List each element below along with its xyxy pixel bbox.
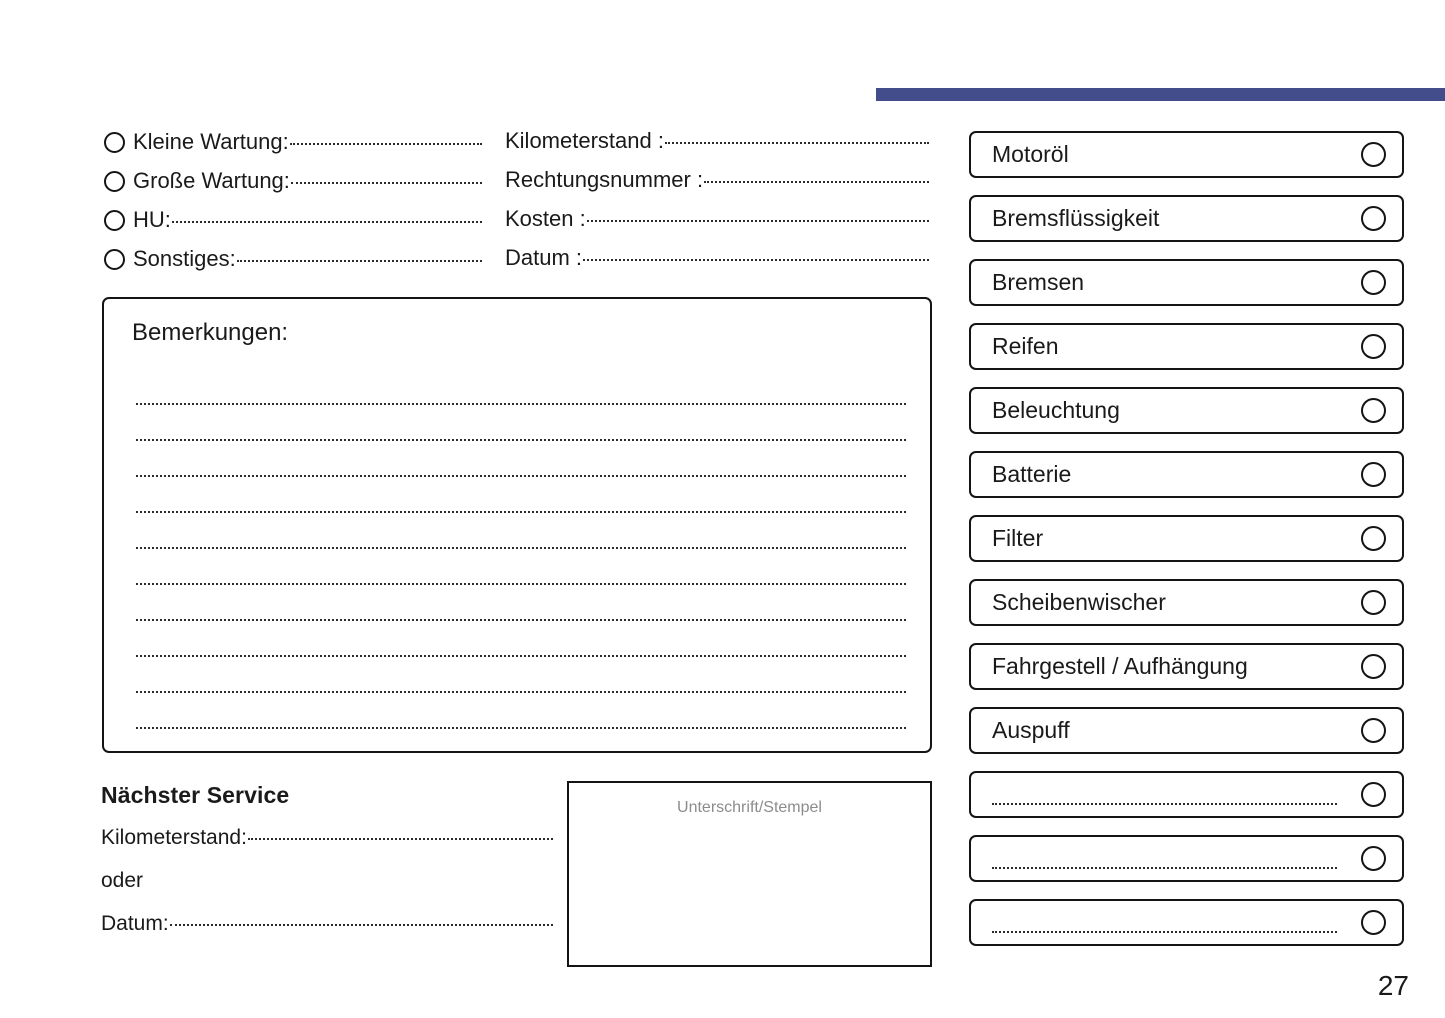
header-accent-bar	[876, 88, 1445, 101]
remarks-line[interactable]	[136, 657, 906, 693]
remarks-line[interactable]	[136, 369, 906, 405]
checklist-item-label: Fahrgestell / Aufhängung	[992, 653, 1248, 679]
next-service-title: Nächster Service	[101, 782, 290, 808]
remarks-line[interactable]	[136, 477, 906, 513]
next-service-row-or: oder	[101, 869, 553, 912]
checkbox-circle-icon[interactable]	[1361, 270, 1386, 295]
invoice-field-input-kilometerstand[interactable]	[664, 142, 929, 144]
signature-stamp-caption: Unterschrift/Stempel	[677, 799, 822, 816]
checklist-item-write-in-input[interactable]	[992, 802, 1337, 805]
invoice-field-row-datum[interactable]: Datum :	[505, 245, 929, 284]
invoice-fields-group: Kilometerstand : Rechtungsnummer : Koste…	[505, 128, 929, 284]
checkbox-circle-icon[interactable]	[1361, 206, 1386, 231]
remarks-title: Bemerkungen:	[132, 319, 289, 346]
next-service-row-mileage[interactable]: Kilometerstand:	[101, 826, 553, 869]
service-type-input-kleine-wartung[interactable]	[289, 143, 482, 145]
checklist-item-bremsen[interactable]: Bremsen	[969, 259, 1404, 306]
checkbox-circle-icon[interactable]	[1361, 718, 1386, 743]
checklist-item-write-in-input[interactable]	[992, 866, 1337, 869]
service-type-input-grosse-wartung[interactable]	[290, 182, 482, 184]
checkbox-circle-icon[interactable]	[1361, 526, 1386, 551]
checkbox-circle-icon[interactable]	[1361, 654, 1386, 679]
checklist-item-beleuchtung[interactable]: Beleuchtung	[969, 387, 1404, 434]
checklist-item-label: Bremsflüssigkeit	[992, 205, 1160, 231]
next-service-mileage-input[interactable]	[247, 838, 553, 840]
checklist-item-label: Batterie	[992, 461, 1072, 487]
checklist-item-filter[interactable]: Filter	[969, 515, 1404, 562]
checklist-item-blank-2[interactable]	[969, 835, 1404, 882]
remarks-line[interactable]	[136, 585, 906, 621]
checklist-item-label: Auspuff	[992, 717, 1070, 743]
radio-icon[interactable]	[104, 210, 125, 231]
next-service-row-date[interactable]: Datum:	[101, 912, 553, 955]
checkbox-circle-icon[interactable]	[1361, 590, 1386, 615]
next-service-section: Nächster Service Kilometerstand: oder Da…	[101, 782, 553, 955]
invoice-field-label: Datum :	[505, 245, 583, 270]
checklist-item-label: Scheibenwischer	[992, 589, 1166, 615]
radio-icon[interactable]	[104, 171, 125, 192]
service-type-input-sonstiges[interactable]	[236, 260, 482, 262]
service-type-row-sonstiges[interactable]: Sonstiges:	[104, 245, 482, 284]
service-type-row-grosse-wartung[interactable]: Große Wartung:	[104, 167, 482, 206]
checkbox-circle-icon[interactable]	[1361, 846, 1386, 871]
service-type-label: Kleine Wartung:	[133, 129, 289, 154]
checklist-item-motoroel[interactable]: Motoröl	[969, 131, 1404, 178]
checklist-item-blank-1[interactable]	[969, 771, 1404, 818]
service-type-row-kleine-wartung[interactable]: Kleine Wartung:	[104, 128, 482, 167]
service-type-label: Große Wartung:	[133, 168, 290, 193]
invoice-field-input-datum[interactable]	[583, 259, 929, 261]
invoice-field-row-kosten[interactable]: Kosten :	[505, 206, 929, 245]
remarks-line[interactable]	[136, 693, 906, 729]
checkbox-circle-icon[interactable]	[1361, 910, 1386, 935]
invoice-field-label: Kilometerstand :	[505, 128, 664, 153]
checklist-item-label: Filter	[992, 525, 1044, 551]
invoice-field-row-kilometerstand[interactable]: Kilometerstand :	[505, 128, 929, 167]
checklist-item-label: Motoröl	[992, 141, 1069, 167]
remarks-line[interactable]	[136, 621, 906, 657]
service-type-group: Kleine Wartung: Große Wartung: HU: Sonst…	[104, 128, 482, 284]
remarks-box[interactable]: Bemerkungen:	[102, 297, 932, 753]
next-service-mileage-label: Kilometerstand:	[101, 826, 247, 849]
checklist-item-auspuff[interactable]: Auspuff	[969, 707, 1404, 754]
checklist-item-batterie[interactable]: Batterie	[969, 451, 1404, 498]
remarks-lines[interactable]	[136, 369, 906, 729]
radio-icon[interactable]	[104, 132, 125, 153]
inspection-checklist: Motoröl Bremsflüssigkeit Bremsen Reifen …	[969, 131, 1404, 963]
invoice-field-label: Kosten :	[505, 206, 586, 231]
invoice-field-input-kosten[interactable]	[586, 220, 929, 222]
checklist-item-fahrgestell-aufhaengung[interactable]: Fahrgestell / Aufhängung	[969, 643, 1404, 690]
service-type-label: HU:	[133, 207, 171, 232]
checklist-item-write-in-input[interactable]	[992, 930, 1337, 933]
checklist-item-bremsfluessigkeit[interactable]: Bremsflüssigkeit	[969, 195, 1404, 242]
checkbox-circle-icon[interactable]	[1361, 142, 1386, 167]
invoice-field-input-rechnungsnummer[interactable]	[704, 181, 929, 183]
next-service-date-label: Datum:	[101, 912, 169, 935]
remarks-line[interactable]	[136, 441, 906, 477]
page-number: 27	[1377, 970, 1409, 1001]
checkbox-circle-icon[interactable]	[1361, 334, 1386, 359]
checklist-item-label: Reifen	[992, 333, 1059, 359]
checklist-item-label: Beleuchtung	[992, 397, 1120, 423]
remarks-line[interactable]	[136, 405, 906, 441]
remarks-line[interactable]	[136, 549, 906, 585]
service-type-label: Sonstiges:	[133, 246, 236, 271]
service-type-row-hu[interactable]: HU:	[104, 206, 482, 245]
checklist-item-label: Bremsen	[992, 269, 1085, 295]
remarks-line[interactable]	[136, 513, 906, 549]
checklist-item-blank-3[interactable]	[969, 899, 1404, 946]
checkbox-circle-icon[interactable]	[1361, 782, 1386, 807]
service-type-input-hu[interactable]	[171, 221, 482, 223]
radio-icon[interactable]	[104, 249, 125, 270]
checkbox-circle-icon[interactable]	[1361, 398, 1386, 423]
checklist-item-scheibenwischer[interactable]: Scheibenwischer	[969, 579, 1404, 626]
next-service-date-input[interactable]	[169, 924, 553, 926]
checkbox-circle-icon[interactable]	[1361, 462, 1386, 487]
invoice-field-label: Rechtungsnummer :	[505, 167, 704, 192]
checklist-item-reifen[interactable]: Reifen	[969, 323, 1404, 370]
next-service-or-label: oder	[101, 869, 144, 892]
invoice-field-row-rechnungsnummer[interactable]: Rechtungsnummer :	[505, 167, 929, 206]
signature-stamp-box[interactable]: Unterschrift/Stempel	[567, 781, 932, 967]
